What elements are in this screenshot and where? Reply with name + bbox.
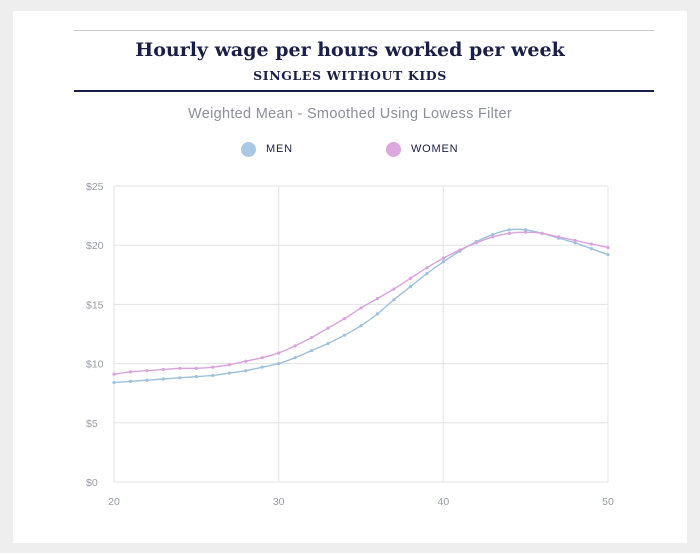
data-point-men — [194, 375, 198, 379]
data-point-men — [260, 365, 264, 369]
y-tick-label: $0 — [86, 477, 98, 489]
legend-item-men: MEN — [241, 139, 293, 159]
data-point-women — [524, 230, 528, 234]
data-point-men — [277, 362, 281, 366]
data-point-men — [211, 373, 215, 378]
y-tick-label: $5 — [86, 418, 98, 430]
x-tick-label: 20 — [108, 496, 120, 508]
series-women — [112, 230, 610, 376]
data-point-men — [524, 228, 528, 232]
data-point-women — [128, 370, 133, 374]
data-point-women — [408, 276, 412, 280]
data-point-women — [557, 235, 561, 239]
series-line-men — [113, 228, 609, 384]
data-point-men — [408, 285, 412, 289]
data-point-women — [474, 241, 478, 245]
data-point-women — [589, 242, 594, 246]
data-point-women — [211, 365, 215, 369]
data-point-men — [342, 333, 347, 337]
data-point-women — [359, 306, 363, 310]
data-point-women — [540, 231, 544, 235]
y-tick-label: $15 — [86, 299, 104, 311]
legend: MEN WOMEN — [13, 139, 687, 159]
data-point-women — [161, 367, 165, 372]
data-point-men — [375, 312, 380, 316]
grid-lines — [113, 185, 609, 483]
data-point-women — [194, 366, 198, 370]
data-point-men — [589, 247, 594, 251]
data-point-men — [161, 377, 165, 381]
line-chart: $0 $5 $10 $15 $20 $25 20 30 40 50 — [86, 181, 614, 508]
data-point-men — [392, 298, 396, 302]
data-point-women — [392, 287, 396, 291]
title-divider — [74, 90, 654, 92]
data-point-women — [491, 235, 495, 239]
y-tick-label: $25 — [86, 181, 104, 193]
data-point-women — [441, 256, 445, 260]
data-point-women — [375, 296, 380, 301]
data-point-women — [145, 369, 149, 373]
data-point-women — [293, 344, 297, 348]
data-point-men — [326, 341, 330, 346]
data-point-men — [178, 376, 182, 380]
data-point-women — [425, 266, 429, 270]
legend-swatch-men — [241, 141, 256, 157]
legend-swatch-women — [386, 141, 401, 157]
chart-subtitle: Weighted Mean - Smoothed Using Lowess Fi… — [187, 106, 513, 122]
legend-label-women: WOMEN — [411, 143, 459, 155]
data-point-women — [260, 356, 264, 360]
data-point-women — [342, 317, 347, 321]
data-point-men — [244, 369, 248, 373]
x-tick-label: 40 — [437, 496, 449, 508]
data-point-men — [573, 241, 577, 245]
chart-card: Hourly wage per hours worked per week SI… — [13, 11, 687, 543]
data-point-women — [606, 245, 610, 250]
series-men — [112, 228, 610, 385]
series-group — [112, 228, 610, 385]
data-point-men — [310, 348, 314, 353]
data-point-women — [326, 326, 330, 330]
data-point-men — [145, 378, 149, 382]
data-point-men — [112, 380, 116, 385]
data-point-women — [573, 238, 577, 243]
data-point-men — [227, 371, 231, 375]
data-point-men — [441, 260, 445, 264]
data-point-women — [112, 372, 116, 376]
data-point-men — [128, 379, 133, 383]
data-point-women — [277, 351, 281, 355]
legend-item-women: WOMEN — [386, 139, 458, 159]
y-tick-label: $10 — [86, 359, 104, 371]
x-axis-ticks: 20 30 40 50 — [108, 496, 614, 508]
series-line-women — [113, 231, 609, 375]
page-title: Hourly wage per hours worked per week — [135, 39, 565, 61]
data-point-women — [458, 248, 462, 252]
x-tick-label: 50 — [602, 496, 614, 508]
data-point-men — [359, 324, 363, 328]
legend-label-men: MEN — [266, 143, 293, 155]
data-point-men — [293, 356, 297, 360]
x-tick-label: 30 — [273, 496, 285, 508]
data-point-men — [425, 272, 429, 276]
top-divider — [74, 30, 654, 31]
data-point-women — [310, 335, 314, 340]
y-axis-ticks: $0 $5 $10 $15 $20 $25 — [86, 181, 104, 489]
data-point-women — [178, 366, 182, 370]
y-tick-label: $20 — [86, 240, 104, 252]
data-point-women — [244, 359, 248, 363]
data-point-women — [227, 363, 231, 367]
data-point-men — [507, 228, 511, 232]
data-point-women — [507, 231, 511, 235]
data-point-men — [606, 253, 610, 257]
page-subtitle: SINGLES WITHOUT KIDS — [253, 68, 447, 83]
data-point-men — [491, 232, 495, 237]
